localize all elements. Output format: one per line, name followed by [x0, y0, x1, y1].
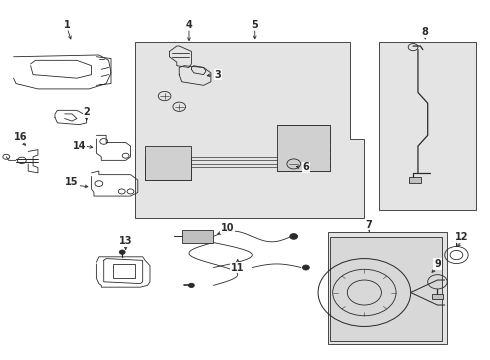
Bar	[145, 146, 192, 180]
Text: 14: 14	[73, 141, 86, 151]
Bar	[182, 230, 213, 243]
Bar	[330, 237, 442, 341]
Text: 4: 4	[186, 19, 193, 30]
Circle shape	[189, 283, 195, 288]
Polygon shape	[135, 42, 365, 217]
Text: 12: 12	[455, 232, 468, 242]
Polygon shape	[379, 42, 476, 210]
Text: 1: 1	[64, 19, 71, 30]
Circle shape	[119, 250, 125, 254]
Text: 6: 6	[302, 162, 309, 172]
Text: 5: 5	[251, 19, 258, 30]
Bar	[432, 294, 443, 298]
Bar	[409, 177, 421, 183]
Circle shape	[302, 265, 309, 270]
Text: 9: 9	[434, 259, 441, 269]
Text: 2: 2	[83, 107, 90, 117]
Bar	[277, 125, 330, 171]
Polygon shape	[328, 232, 447, 344]
Text: 7: 7	[366, 220, 372, 230]
Text: 10: 10	[221, 223, 235, 233]
Bar	[114, 264, 135, 278]
Text: 15: 15	[65, 177, 79, 187]
Text: 13: 13	[119, 236, 132, 246]
Text: 8: 8	[422, 27, 429, 37]
Text: 16: 16	[14, 132, 27, 142]
Text: 3: 3	[215, 69, 221, 80]
Text: 11: 11	[231, 262, 245, 273]
Circle shape	[290, 234, 297, 239]
